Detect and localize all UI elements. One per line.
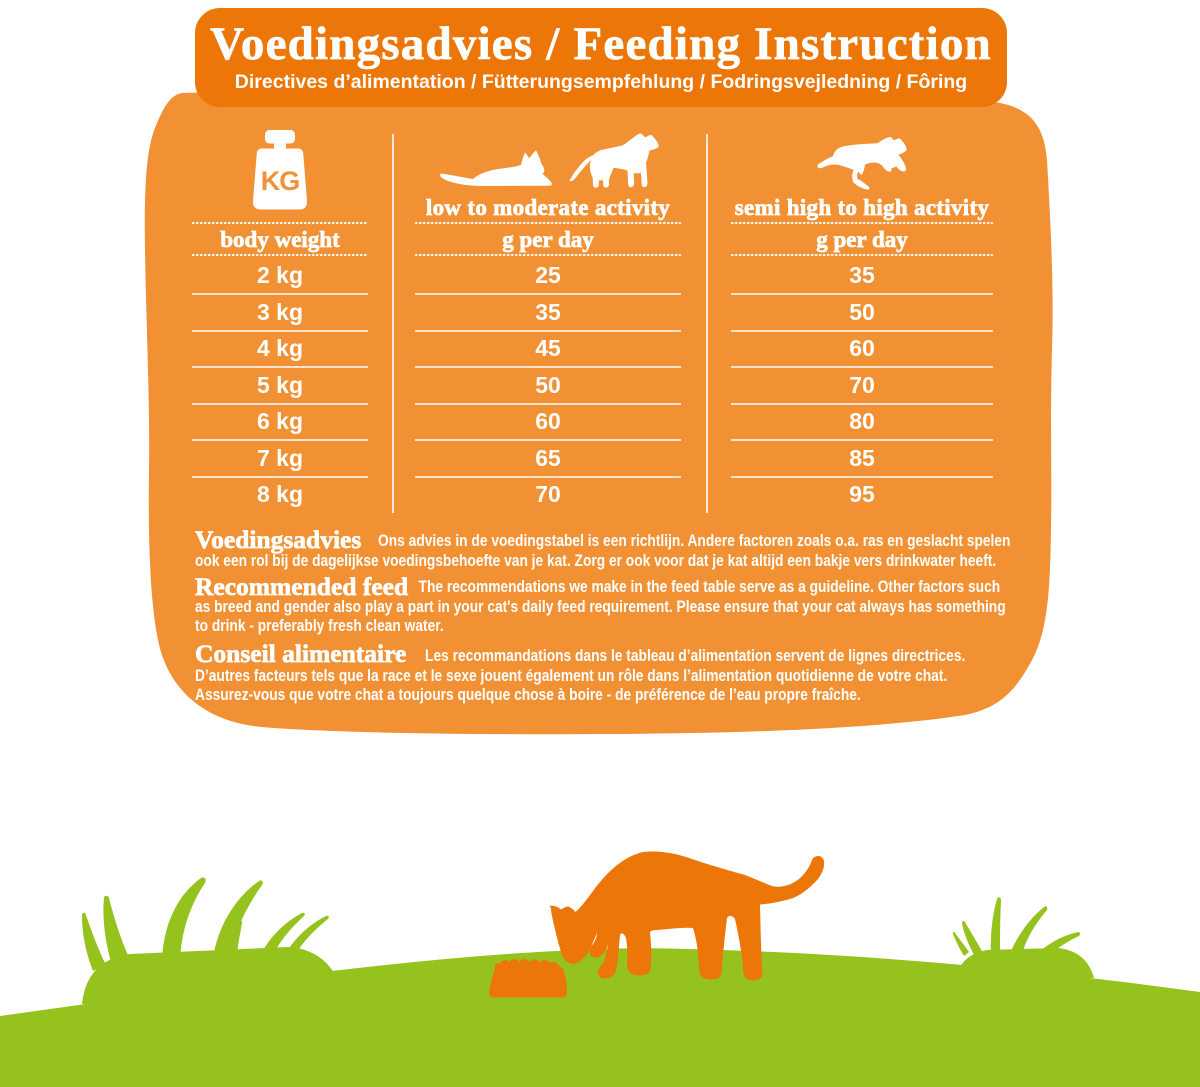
svg-text:KG: KG <box>261 166 300 196</box>
